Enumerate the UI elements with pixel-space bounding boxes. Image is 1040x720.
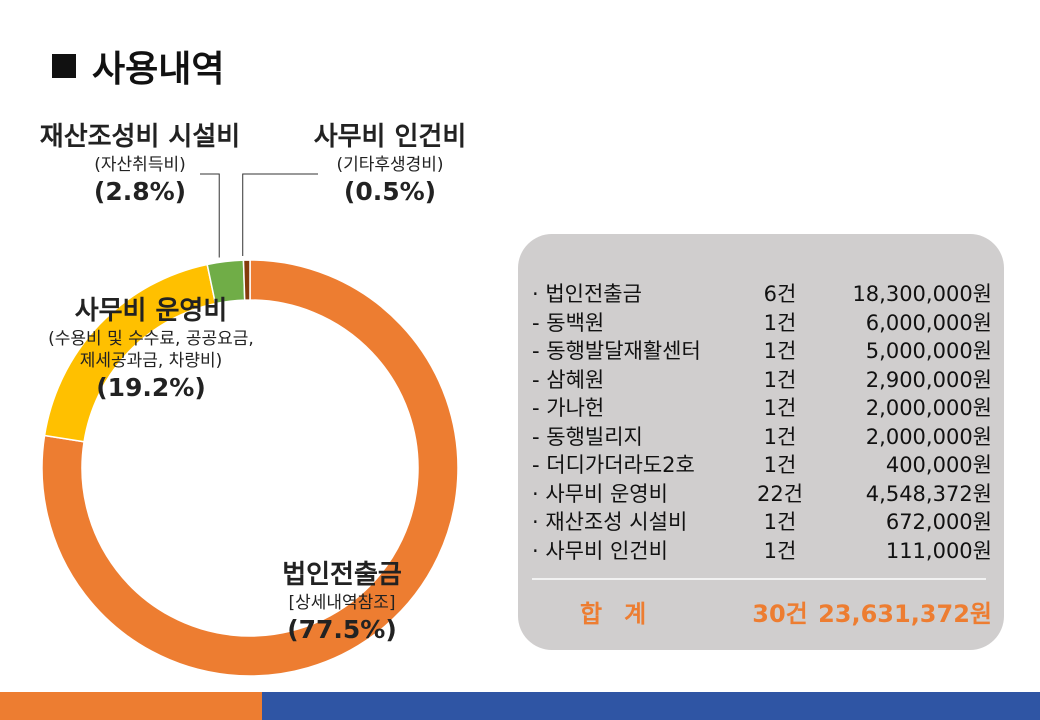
label-facility-name: 재산조성비 시설비 [39,122,241,152]
total-amount: 23,631,372원 [818,600,992,628]
label-facility-pct: (2.8%) [93,177,187,206]
row-name: · 사무비 인건비 [532,538,668,563]
row-name: - 더디가더라도2호 [532,453,695,477]
label-personnel-pct: (0.5%) [343,177,437,206]
square-bullet-icon [52,54,76,78]
row-amount: 111,000원 [885,538,992,563]
table-row: - 삼혜원 1건 2,900,000원 [532,364,992,393]
table-row: · 사무비 운영비 22건 4,548,372원 [532,478,992,507]
label-corp-pct: (77.5%) [287,615,397,644]
label-corp-note: [상세내역참조] [288,593,396,613]
table-row: · 재산조성 시설비 1건 672,000원 [532,506,992,535]
row-name: - 가나헌 [532,396,605,420]
label-personnel: 사무비 인건비 (기타후생경비) (0.5%) [290,120,490,208]
label-ops: 사무비 운영비 (수용비 및 수수료, 공공요금, 제세공과금, 차량비) (1… [14,294,288,404]
donut-slice-personnel [242,259,251,301]
detail-table: · 법인전출금 6건 18,300,000원 - 동백원 1건 6,000,000원 -… [532,278,992,563]
table-row: - 동행빌리지 1건 2,000,000원 [532,421,992,450]
row-amount: 2,000,000원 [865,396,992,420]
table-row: - 가나헌 1건 2,000,000원 [532,392,992,421]
label-facility: 재산조성비 시설비 (자산취득비) (2.8%) [20,120,260,208]
row-name: - 동행빌리지 [532,424,643,449]
label-facility-note: (자산취득비) [94,155,186,175]
row-amount: 5,000,000원 [865,339,992,363]
page-title-text: 사용내역 [92,49,225,90]
row-amount: 18,300,000원 [852,282,992,306]
leader-line-facility [200,173,220,258]
row-name: · 법인전출금 [532,282,642,306]
total-count: 30건 [752,600,808,628]
table-row: - 더디가더라도2호 1건 400,000원 [532,449,992,478]
row-count: 1건 [763,367,797,392]
label-corp: 법인전출금 [상세내역참조] (77.5%) [252,558,432,646]
page-title: 사용내역 [52,40,224,92]
row-count: 1건 [763,424,797,449]
footer-bar-orange [0,692,262,720]
leader-line-personnel [242,173,318,257]
table-row: - 동백원 1건 6,000,000원 [532,307,992,336]
row-amount: 6,000,000원 [865,310,992,335]
label-personnel-name: 사무비 인건비 [313,122,467,152]
row-count: 1건 [763,396,797,420]
row-count: 1건 [763,538,797,563]
row-count: 22건 [756,481,804,506]
row-name: · 재산조성 시설비 [532,510,688,534]
row-amount: 2,900,000원 [865,367,992,392]
row-count: 1건 [763,339,797,363]
row-amount: 672,000원 [885,510,992,534]
row-count: 1건 [763,510,797,534]
row-count: 1건 [763,453,797,477]
row-amount: 4,548,372원 [865,481,992,506]
row-name: - 동행발달재활센터 [532,339,701,363]
table-row: - 동행발달재활센터 1건 5,000,000원 [532,335,992,364]
label-ops-pct: (19.2%) [96,373,206,402]
label-personnel-note: (기타후생경비) [336,155,444,175]
row-name: · 사무비 운영비 [532,481,668,506]
row-name: - 삼혜원 [532,367,605,392]
total-label: 합계 [580,600,669,628]
donut-slice-corp [41,259,459,677]
row-amount: 400,000원 [885,453,992,477]
row-amount: 2,000,000원 [865,424,992,449]
detail-panel: · 법인전출금 6건 18,300,000원 - 동백원 1건 6,000,000원 -… [518,234,1004,650]
table-row: · 법인전출금 6건 18,300,000원 [532,278,992,307]
label-corp-name: 법인전출금 [282,560,402,590]
label-ops-note: (수용비 및 수수료, 공공요금, [48,329,254,349]
row-count: 1건 [763,310,797,335]
total-row: 합계 30건 23,631,372원 [532,590,992,630]
footer-bar-blue [262,692,1040,720]
donut-chart [41,173,459,677]
total-divider [532,578,986,580]
row-name: - 동백원 [532,310,605,335]
table-row: · 사무비 인건비 1건 111,000원 [532,535,992,564]
label-ops-name: 사무비 운영비 [74,296,228,326]
label-ops-note2: 제세공과금, 차량비) [79,351,223,371]
row-count: 6건 [763,282,797,306]
